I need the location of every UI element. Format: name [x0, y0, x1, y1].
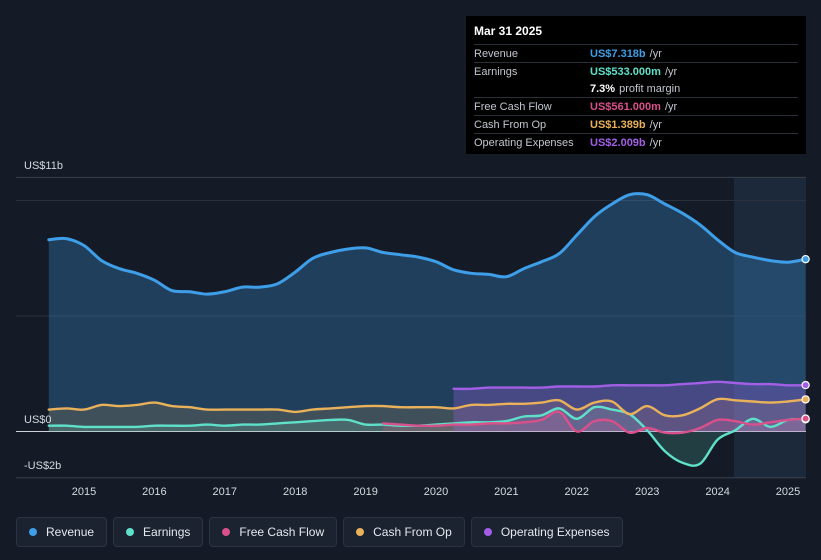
chart-legend: Revenue Earnings Free Cash Flow Cash Fro… [16, 517, 623, 547]
tooltip-label: Revenue [474, 47, 519, 60]
series-endpoints [801, 254, 810, 424]
tooltip-value: US$1.389b [590, 118, 646, 131]
tooltip-unit: /yr [649, 47, 662, 60]
series-endpoint-revenue[interactable] [801, 254, 810, 264]
tooltip-label: Operating Expenses [474, 136, 574, 149]
series-line-cash-from-op [47, 397, 807, 418]
legend-dot-icon [29, 528, 37, 536]
tooltip-unit: /yr [649, 118, 662, 131]
legend-item-free-cash-flow[interactable]: Free Cash Flow [209, 517, 338, 547]
series-lines [47, 192, 808, 467]
x-tick-label: 2022 [565, 486, 589, 498]
legend-dot-icon [356, 528, 365, 536]
legend-dot-icon [483, 528, 492, 536]
x-axis-ticks: 2015 2016 2017 2018 2019 2020 2021 2022 2023 2024… [72, 486, 800, 498]
tooltip-unit: /yr [649, 136, 662, 149]
tooltip-row-profit-margin: 7.3% profit margin [474, 80, 798, 97]
tooltip-unit: profit margin [619, 82, 681, 95]
tooltip-value: US$533.000m [590, 65, 661, 78]
series-area-earnings [48, 406, 806, 466]
tooltip-row-operating-expenses: Operating Expenses US$2.009b /yr [474, 133, 798, 151]
x-tick-label: 2018 [283, 486, 307, 498]
x-tick-label: 2015 [72, 486, 96, 498]
gridlines [16, 176, 806, 479]
legend-dot-icon [126, 528, 135, 536]
x-tick-label: 2019 [353, 486, 377, 498]
y-axis-zero-label: US$0 [24, 414, 52, 426]
tooltip-date: Mar 31 2025 [474, 24, 543, 38]
series-area-revenue [48, 193, 806, 432]
legend-label: Cash From Op [373, 525, 452, 539]
legend-label: Earnings [143, 525, 191, 539]
tooltip-value: US$561.000m [590, 100, 661, 113]
series-line-free-cash-flow [382, 410, 807, 435]
legend-item-earnings[interactable]: Earnings [113, 517, 204, 547]
series-area-free-cash-flow [383, 411, 806, 434]
series-endpoint-operating-expenses[interactable] [801, 380, 810, 390]
series-line-revenue [47, 192, 808, 296]
tooltip-unit: /yr [664, 65, 678, 78]
tooltip-unit: /yr [664, 100, 678, 113]
x-tick-label: 2021 [494, 486, 518, 498]
tooltip-label: Free Cash Flow [474, 100, 552, 113]
tooltip-value: US$7.318b [590, 47, 646, 60]
y-axis-bottom-label: -US$2b [24, 460, 62, 472]
legend-label: Revenue [46, 525, 95, 539]
legend-item-operating-expenses[interactable]: Operating Expenses [470, 517, 623, 547]
tooltip-value: US$2.009b [590, 136, 646, 149]
series-line-operating-expenses [452, 380, 807, 391]
x-tick-label: 2024 [705, 486, 729, 498]
tooltip-value: 7.3% [590, 82, 616, 95]
x-tick-label: 2020 [424, 486, 448, 498]
x-tick-label: 2017 [213, 486, 237, 498]
data-tooltip: Mar 31 2025 Revenue US$7.318b /yr Earnin… [466, 16, 806, 154]
legend-label: Free Cash Flow [239, 525, 325, 539]
series-endpoint-cash-from-op[interactable] [801, 395, 810, 404]
tooltip-label: Earnings [474, 65, 518, 78]
legend-item-cash-from-op[interactable]: Cash From Op [343, 517, 465, 547]
legend-label: Operating Expenses [500, 525, 610, 539]
tooltip-row-earnings: Earnings US$533.000m /yr [474, 62, 798, 80]
series-endpoint-free-cash-flow[interactable] [801, 414, 810, 423]
y-axis-top-label: US$11b [24, 160, 63, 172]
tooltip-label: Cash From Op [474, 118, 547, 131]
x-tick-label: 2023 [635, 486, 659, 498]
tooltip-row-revenue: Revenue US$7.318b /yr [474, 44, 798, 62]
tooltip-row-free-cash-flow: Free Cash Flow US$561.000m /yr [474, 97, 798, 115]
x-tick-label: 2016 [142, 486, 166, 498]
legend-dot-icon [222, 528, 231, 536]
x-tick-label: 2025 [776, 486, 800, 498]
tooltip-row-cash-from-op: Cash From Op US$1.389b /yr [474, 115, 798, 133]
legend-item-revenue[interactable]: Revenue [16, 517, 108, 547]
